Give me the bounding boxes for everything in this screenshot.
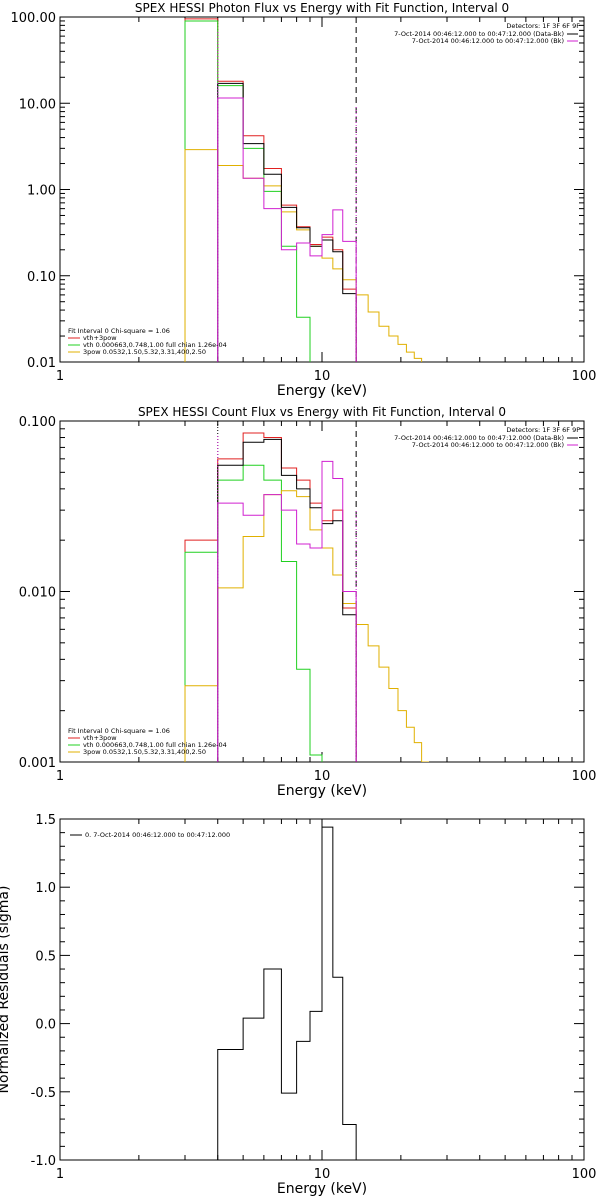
y-tick-label: 10.00 — [19, 97, 56, 112]
chart-title: SPEX HESSI Photon Flux vs Energy with Fi… — [135, 1, 509, 15]
x-tick-label: 1 — [56, 369, 64, 384]
series-residual — [217, 826, 357, 1160]
legend-top-right: Detectors: 1F 3F 6F 9F7-Oct-2014 00:46:1… — [394, 22, 580, 45]
series-data-bk — [217, 438, 357, 762]
series-vth-3pow — [184, 18, 357, 362]
legend-header: Fit Interval 0 Chi-square = 1.06 — [68, 327, 170, 335]
y-tick-label: 1.0 — [35, 881, 56, 896]
series-vth — [184, 464, 323, 762]
x-tick-label: 10 — [314, 369, 331, 384]
series-bk — [217, 97, 357, 362]
chart-panel-2: SPEX HESSI Count Flux vs Energy with Fit… — [19, 405, 597, 799]
y-tick-label: 0.001 — [19, 756, 56, 771]
x-tick-label: 10 — [314, 1167, 331, 1182]
series-3pow — [184, 490, 430, 762]
legend-header: Detectors: 1F 3F 6F 9F — [506, 22, 580, 30]
chart-panel-1: SPEX HESSI Photon Flux vs Energy with Fi… — [11, 1, 597, 399]
legend-entry-label: 7-Oct-2014 00:46:12.000 to 00:47:12.000 … — [412, 37, 564, 45]
legend-bottom-left: Fit Interval 0 Chi-square = 1.06vth+3pow… — [68, 327, 227, 356]
y-tick-label: 0.100 — [19, 415, 56, 430]
series-vth-3pow — [184, 432, 357, 762]
legend-entry-label: vth+3pow — [83, 334, 117, 342]
y-tick-label: 1.5 — [35, 813, 56, 828]
legend-bottom-left: Fit Interval 0 Chi-square = 1.06vth+3pow… — [68, 727, 227, 756]
legend-top-right: Detectors: 1F 3F 6F 9F7-Oct-2014 00:46:1… — [394, 426, 580, 449]
x-tick-label: 100 — [572, 769, 597, 784]
series-bk — [217, 460, 357, 762]
y-tick-label: -1.0 — [31, 1154, 56, 1169]
x-tick-label: 1 — [56, 769, 64, 784]
chart-title: SPEX HESSI Count Flux vs Energy with Fit… — [138, 405, 506, 419]
plot-area — [184, 17, 423, 362]
legend-header: Detectors: 1F 3F 6F 9F — [506, 426, 580, 434]
plot-frame — [59, 16, 585, 363]
y-tick-label: -0.5 — [31, 1086, 56, 1101]
y-axis-label: Normalized Residuals (sigma) — [0, 886, 12, 1094]
x-axis-label: Energy (keV) — [277, 1181, 367, 1197]
y-tick-label: 0.01 — [27, 356, 56, 371]
y-tick-label: 0.5 — [35, 949, 56, 964]
legend-entry-label: vth 0.000663,0.748,1.00 full chian 1.26e… — [83, 741, 227, 749]
x-tick-label: 1 — [56, 1167, 64, 1182]
y-tick-label: 1.00 — [27, 184, 56, 199]
legend-entry-label: vth+3pow — [83, 734, 117, 742]
series-data-bk — [217, 82, 357, 362]
legend-entry-label: 3pow 0.0532,1.50,5.32,3.31,400,2.50 — [83, 748, 206, 756]
y-tick-label: 0.10 — [27, 270, 56, 285]
legend-entry-label: vth 0.000663,0.748,1.00 full chian 1.26e… — [83, 341, 227, 349]
y-tick-label: 0.0 — [35, 1018, 56, 1033]
legend-entry-label: 7-Oct-2014 00:46:12.000 to 00:47:12.000 … — [412, 441, 564, 449]
legend-entry-label: 7-Oct-2014 00:46:12.000 to 00:47:12.000 … — [394, 434, 564, 442]
y-tick-label: 100.00 — [11, 11, 57, 26]
plot-area — [217, 826, 357, 1160]
legend-entry-label: 0. 7-Oct-2014 00:46:12.000 to 00:47:12.0… — [85, 831, 230, 839]
legend-header: Fit Interval 0 Chi-square = 1.06 — [68, 727, 170, 735]
series-vth — [184, 20, 311, 362]
x-tick-label: 100 — [572, 369, 597, 384]
x-tick-label: 100 — [572, 1167, 597, 1182]
chart-panel-3: 1 10 100 Energy (keV) -1.0 -0.5 0.0 0.5 1.0 1.5 No… — [0, 813, 596, 1197]
legend-entry-label: 7-Oct-2014 00:46:12.000 to 00:47:12.000 … — [394, 30, 564, 38]
legend-top-left: 0. 7-Oct-2014 00:46:12.000 to 00:47:12.0… — [70, 831, 230, 839]
plot-area — [184, 421, 430, 762]
y-tick-label: 0.010 — [19, 586, 56, 601]
x-axis-label: Energy (keV) — [277, 383, 367, 399]
x-tick-label: 10 — [314, 769, 331, 784]
x-axis-label: Energy (keV) — [277, 783, 367, 799]
legend-entry-label: 3pow 0.0532,1.50,5.32,3.31,400,2.50 — [83, 348, 206, 356]
